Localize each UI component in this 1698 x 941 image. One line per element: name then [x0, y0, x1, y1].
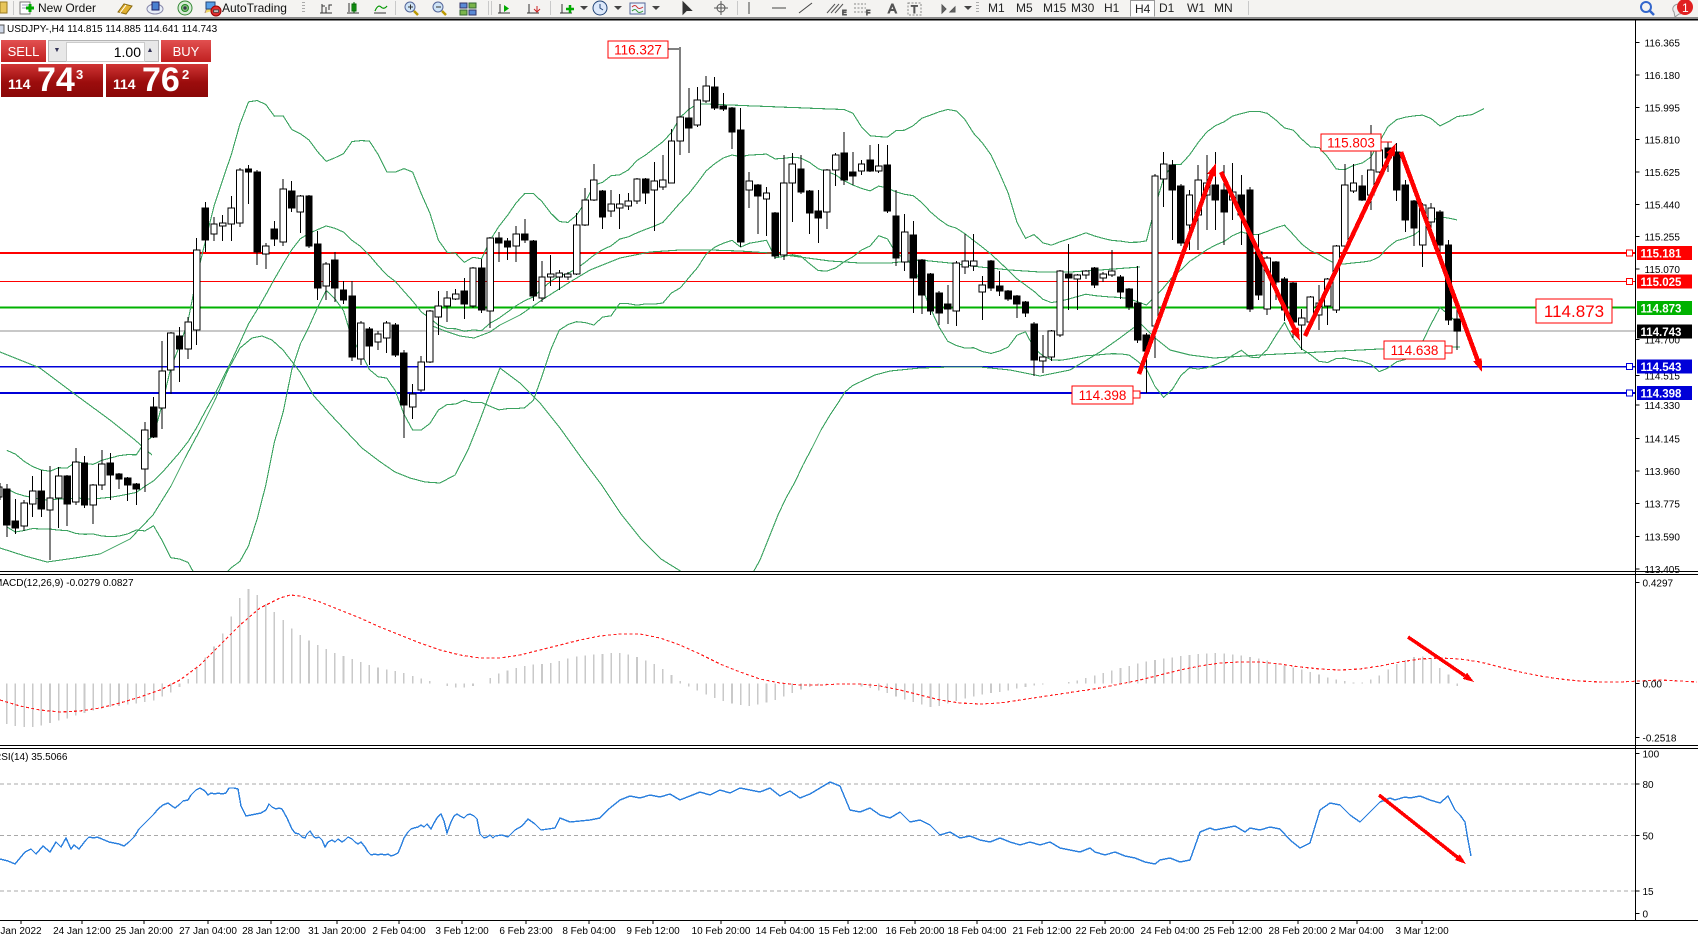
svg-text:2 Feb 04:00: 2 Feb 04:00 [372, 926, 426, 937]
svg-text:114.873: 114.873 [1544, 302, 1604, 321]
svg-text:A: A [888, 1, 897, 16]
svg-text:1: 1 [1682, 1, 1689, 15]
svg-text:T: T [911, 4, 918, 16]
svg-text:USDJPY-,H4 114.815 114.885 11: USDJPY-,H4 114.815 114.885 114.641 114.7… [7, 24, 218, 35]
svg-text:115.995: 115.995 [1645, 103, 1681, 114]
svg-text:28 Feb 20:00: 28 Feb 20:00 [1269, 926, 1328, 937]
svg-text:115.440: 115.440 [1645, 200, 1681, 211]
svg-text:MACD(12,26,9) -0.0279 0.0827: MACD(12,26,9) -0.0279 0.0827 [0, 578, 134, 589]
svg-text:9 Feb 12:00: 9 Feb 12:00 [626, 926, 680, 937]
svg-text:16 Feb 20:00: 16 Feb 20:00 [886, 926, 945, 937]
svg-text:14 Feb 04:00: 14 Feb 04:00 [756, 926, 815, 937]
svg-text:RSI(14) 35.5066: RSI(14) 35.5066 [0, 752, 68, 763]
svg-text:114.873: 114.873 [1641, 304, 1682, 316]
svg-text:114.145: 114.145 [1645, 435, 1681, 446]
svg-text:115.810: 115.810 [1645, 136, 1681, 147]
svg-text:116.180: 116.180 [1645, 71, 1681, 82]
svg-text:115.255: 115.255 [1645, 233, 1681, 244]
svg-text:22 Feb 20:00: 22 Feb 20:00 [1076, 926, 1135, 937]
svg-text:114.398: 114.398 [1641, 389, 1683, 401]
svg-text:2 Mar 04:00: 2 Mar 04:00 [1330, 926, 1384, 937]
svg-text:113.775: 113.775 [1645, 500, 1681, 511]
svg-text:27 Jan 04:00: 27 Jan 04:00 [179, 926, 237, 937]
svg-text:0.00: 0.00 [1643, 680, 1663, 691]
svg-text:113.405: 113.405 [1645, 565, 1681, 576]
svg-text:115.625: 115.625 [1645, 168, 1681, 179]
svg-text:116.327: 116.327 [614, 42, 662, 57]
svg-text:18 Feb 04:00: 18 Feb 04:00 [948, 926, 1007, 937]
svg-text:24 Feb 04:00: 24 Feb 04:00 [1141, 926, 1200, 937]
svg-text:50: 50 [1643, 832, 1655, 843]
svg-text:3 Feb 12:00: 3 Feb 12:00 [435, 926, 489, 937]
svg-text:115.181: 115.181 [1641, 249, 1683, 261]
svg-text:-0.2518: -0.2518 [1643, 734, 1677, 745]
svg-text:114.515: 114.515 [1645, 372, 1681, 383]
svg-text:114.700: 114.700 [1645, 336, 1681, 347]
svg-text:15: 15 [1643, 887, 1655, 898]
svg-text:21 Feb 12:00: 21 Feb 12:00 [1013, 926, 1072, 937]
svg-text:114.543: 114.543 [1641, 362, 1682, 374]
svg-text:10 Feb 20:00: 10 Feb 20:00 [692, 926, 751, 937]
svg-text:114.638: 114.638 [1391, 343, 1439, 358]
svg-text:6 Feb 23:00: 6 Feb 23:00 [499, 926, 553, 937]
svg-text:Jan 2022: Jan 2022 [0, 926, 42, 937]
svg-text:25 Jan 20:00: 25 Jan 20:00 [115, 926, 173, 937]
svg-text:15 Feb 12:00: 15 Feb 12:00 [819, 926, 878, 937]
svg-text:113.960: 113.960 [1645, 467, 1681, 478]
svg-text:31 Jan 20:00: 31 Jan 20:00 [308, 926, 366, 937]
svg-text:28 Jan 12:00: 28 Jan 12:00 [242, 926, 300, 937]
svg-text:F: F [866, 10, 870, 17]
svg-text:116.365: 116.365 [1645, 39, 1681, 50]
svg-text:0.4297: 0.4297 [1643, 578, 1674, 589]
svg-text:E: E [842, 10, 847, 17]
svg-text:80: 80 [1643, 780, 1655, 791]
svg-text:115.025: 115.025 [1641, 277, 1683, 289]
svg-text:113.590: 113.590 [1645, 532, 1681, 543]
svg-text:100: 100 [1643, 750, 1660, 761]
svg-text:0: 0 [1643, 910, 1649, 921]
svg-text:114.398: 114.398 [1079, 388, 1127, 403]
svg-text:115.070: 115.070 [1645, 265, 1681, 276]
svg-text:115.803: 115.803 [1327, 135, 1375, 150]
svg-text:24 Jan 12:00: 24 Jan 12:00 [53, 926, 111, 937]
svg-text:25 Feb 12:00: 25 Feb 12:00 [1204, 926, 1263, 937]
svg-text:114.330: 114.330 [1645, 401, 1681, 412]
svg-text:8 Feb 04:00: 8 Feb 04:00 [562, 926, 616, 937]
svg-text:3 Mar 12:00: 3 Mar 12:00 [1395, 926, 1449, 937]
svg-text:114.743: 114.743 [1641, 327, 1682, 339]
